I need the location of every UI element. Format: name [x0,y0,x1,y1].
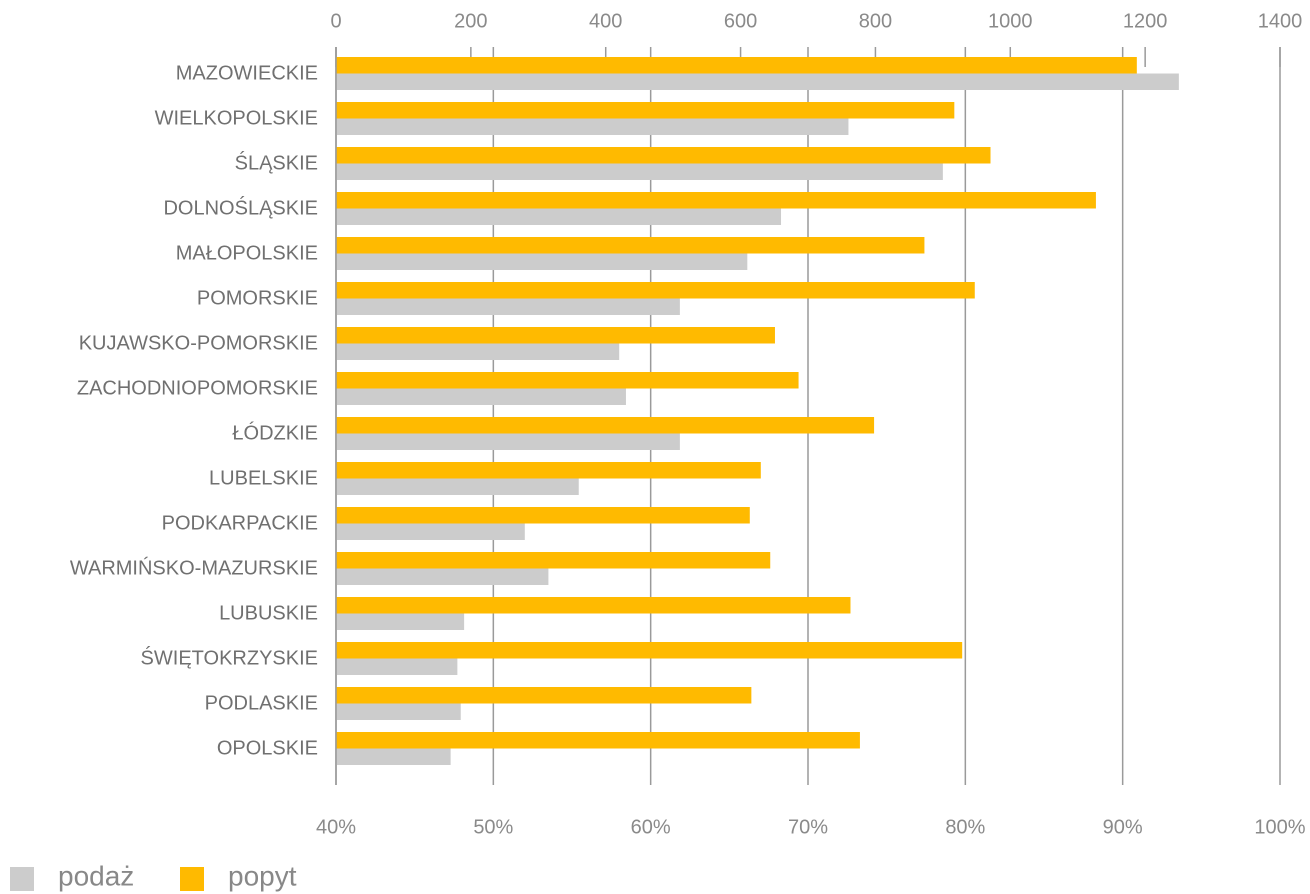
bar [336,568,549,585]
bar [336,343,620,360]
bar [336,298,680,315]
x-tick-label: 90% [1103,816,1143,838]
category-label: WIELKOPOLSKIE [155,107,318,129]
x2-tick-label: 1400 [1258,10,1303,32]
legend-label: popyt [228,860,297,891]
x-tick-label: 50% [473,816,513,838]
category-label: ŁÓDZKIE [232,421,318,444]
x-tick-label: 60% [631,816,671,838]
bar [336,192,1096,209]
x2-tick-label: 200 [454,10,487,32]
bar [336,118,849,135]
x-tick-label: 70% [788,816,828,838]
bar [336,73,1179,90]
category-label: ŚLĄSKIE [235,150,318,174]
bar [336,613,465,630]
category-label: OPOLSKIE [217,737,318,759]
bar [336,372,799,389]
bar [336,237,925,254]
category-label: LUBELSKIE [209,467,318,489]
category-label: ŚWIĘTOKRZYSKIE [141,645,318,669]
bar [336,208,782,225]
x-tick-label: 80% [945,816,985,838]
category-label: ZACHODNIOPOMORSKIE [77,377,318,399]
x2-tick-label: 400 [589,10,622,32]
bar [336,147,991,164]
category-label: MAŁOPOLSKIE [176,242,318,264]
category-label: DOLNOŚLĄSKIE [163,195,318,219]
legend-swatch [10,867,34,891]
bar [336,732,860,749]
category-label: POMORSKIE [197,287,318,309]
legend-label: podaż [58,860,134,891]
bar [336,642,963,659]
category-label: PODLASKIE [205,692,318,714]
category-label: KUJAWSKO-POMORSKIE [79,332,318,354]
bar [336,327,775,344]
x-tick-label: 40% [316,816,356,838]
x2-tick-label: 1200 [1123,10,1168,32]
category-label: PODKARPACKIE [162,512,318,534]
bar [336,597,851,614]
bar [336,433,680,450]
bar [336,703,461,720]
bar [336,102,955,119]
x2-tick-label: 800 [859,10,892,32]
category-label: LUBUSKIE [219,602,318,624]
x2-tick-label: 0 [330,10,341,32]
bar [336,57,1137,74]
bar [336,282,975,299]
bar [336,507,750,524]
x2-tick-label: 600 [724,10,757,32]
bar [336,748,451,765]
bar [336,253,748,270]
bar [336,478,579,495]
x2-tick-label: 1000 [988,10,1033,32]
bar [336,658,458,675]
x-tick-label: 100% [1254,816,1305,838]
bar [336,462,761,479]
category-label: WARMIŃSKO-MAZURSKIE [70,556,318,579]
bar [336,687,752,704]
bar [336,523,525,540]
bar [336,552,771,569]
category-label: MAZOWIECKIE [176,62,318,84]
bar [336,417,875,434]
bar [336,388,626,405]
legend-swatch [180,867,204,891]
bar [336,163,943,180]
